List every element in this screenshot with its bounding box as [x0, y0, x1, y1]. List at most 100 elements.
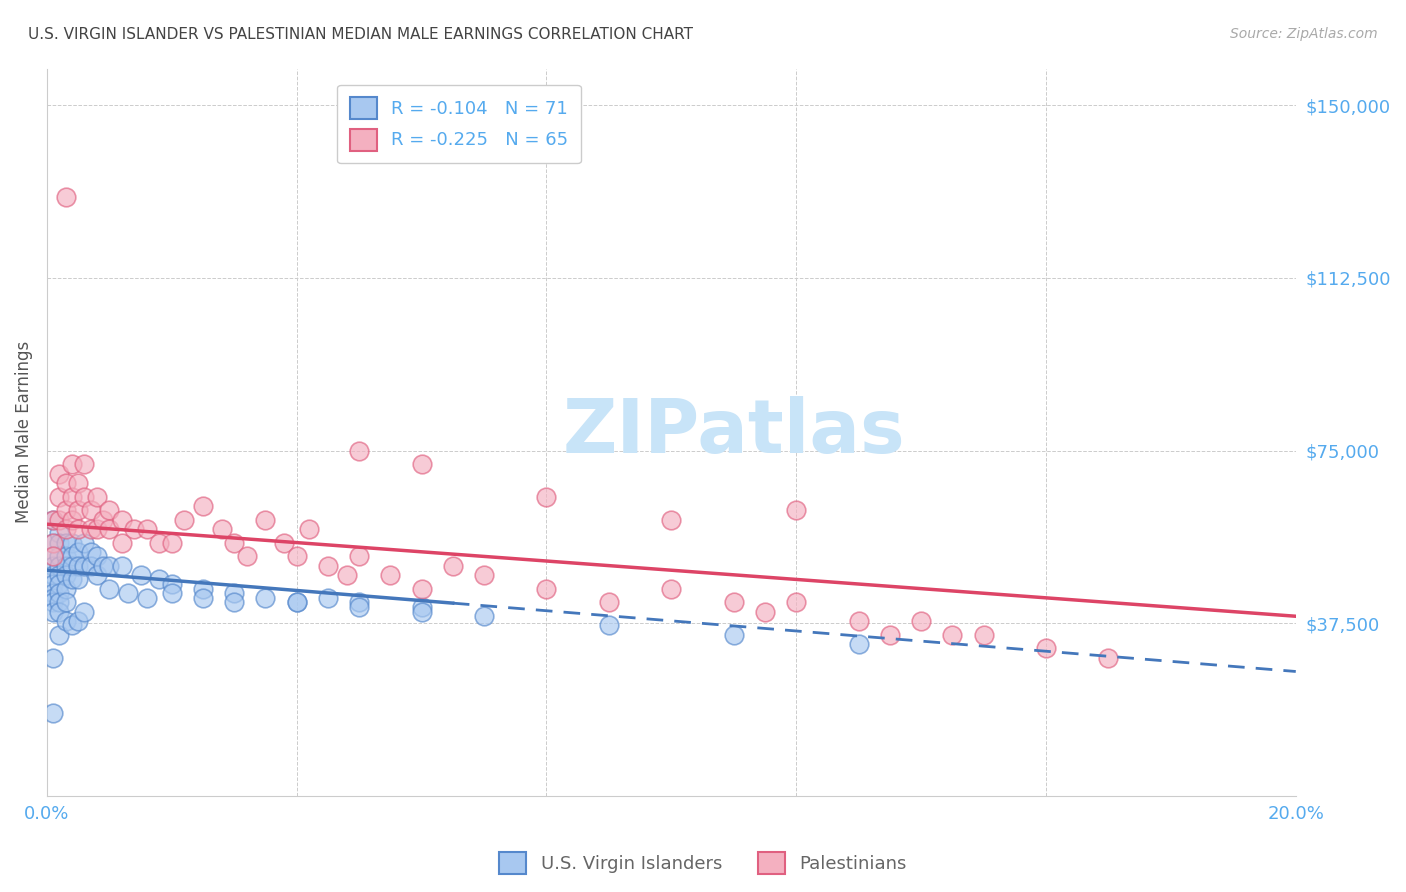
Point: [211, 522, 233, 536]
Point: [91, 558, 114, 573]
Legend: R = -0.104   N = 71, R = -0.225   N = 65: R = -0.104 N = 71, R = -0.225 N = 65: [337, 85, 581, 163]
Point: [48, 549, 70, 564]
Point: [173, 513, 195, 527]
Point: [536, 582, 558, 596]
Point: [55, 190, 77, 204]
Point: [273, 535, 295, 549]
Point: [879, 628, 901, 642]
Point: [55, 595, 77, 609]
Point: [235, 549, 257, 564]
Point: [316, 591, 339, 605]
Point: [42, 595, 65, 609]
Point: [67, 545, 90, 559]
Point: [67, 503, 90, 517]
Point: [60, 558, 83, 573]
Point: [117, 586, 139, 600]
Point: [316, 558, 339, 573]
Point: [160, 586, 183, 600]
Point: [55, 549, 77, 564]
Point: [224, 595, 246, 609]
Point: [55, 475, 77, 490]
Point: [48, 586, 70, 600]
Point: [598, 595, 620, 609]
Point: [86, 522, 108, 536]
Point: [659, 582, 682, 596]
Point: [42, 567, 65, 582]
Point: [48, 628, 70, 642]
Point: [73, 490, 96, 504]
Point: [191, 582, 214, 596]
Point: [380, 567, 402, 582]
Point: [55, 535, 77, 549]
Point: [124, 522, 146, 536]
Point: [129, 567, 152, 582]
Point: [55, 522, 77, 536]
Point: [111, 535, 134, 549]
Point: [111, 513, 134, 527]
Point: [347, 595, 370, 609]
Point: [42, 535, 65, 549]
Point: [441, 558, 464, 573]
Point: [472, 567, 495, 582]
Point: [73, 535, 96, 549]
Point: [42, 605, 65, 619]
Point: [42, 577, 65, 591]
Point: [723, 628, 745, 642]
Point: [55, 614, 77, 628]
Point: [298, 522, 321, 536]
Point: [1035, 641, 1057, 656]
Point: [785, 595, 807, 609]
Point: [86, 567, 108, 582]
Point: [191, 499, 214, 513]
Point: [848, 614, 870, 628]
Point: [48, 577, 70, 591]
Point: [135, 591, 157, 605]
Point: [79, 545, 101, 559]
Point: [135, 522, 157, 536]
Point: [60, 535, 83, 549]
Point: [73, 458, 96, 472]
Point: [48, 513, 70, 527]
Point: [60, 490, 83, 504]
Point: [48, 526, 70, 541]
Point: [973, 628, 995, 642]
Point: [336, 567, 359, 582]
Point: [48, 595, 70, 609]
Point: [347, 443, 370, 458]
Point: [67, 558, 90, 573]
Point: [536, 490, 558, 504]
Point: [48, 567, 70, 582]
Point: [160, 535, 183, 549]
Point: [1097, 650, 1119, 665]
Point: [60, 549, 83, 564]
Point: [67, 614, 90, 628]
Point: [148, 535, 170, 549]
Text: ZIPatlas: ZIPatlas: [562, 396, 905, 468]
Point: [191, 591, 214, 605]
Text: U.S. VIRGIN ISLANDER VS PALESTINIAN MEDIAN MALE EARNINGS CORRELATION CHART: U.S. VIRGIN ISLANDER VS PALESTINIAN MEDI…: [28, 27, 693, 42]
Point: [60, 513, 83, 527]
Point: [285, 549, 308, 564]
Y-axis label: Median Male Earnings: Median Male Earnings: [15, 341, 32, 524]
Point: [73, 605, 96, 619]
Point: [60, 618, 83, 632]
Point: [285, 595, 308, 609]
Point: [42, 549, 65, 564]
Point: [48, 605, 70, 619]
Point: [42, 586, 65, 600]
Point: [910, 614, 932, 628]
Point: [60, 573, 83, 587]
Point: [98, 522, 121, 536]
Point: [411, 605, 433, 619]
Point: [224, 586, 246, 600]
Point: [148, 573, 170, 587]
Point: [86, 549, 108, 564]
Point: [67, 475, 90, 490]
Point: [42, 706, 65, 720]
Point: [55, 503, 77, 517]
Point: [79, 558, 101, 573]
Point: [347, 600, 370, 615]
Point: [55, 582, 77, 596]
Point: [48, 558, 70, 573]
Point: [98, 582, 121, 596]
